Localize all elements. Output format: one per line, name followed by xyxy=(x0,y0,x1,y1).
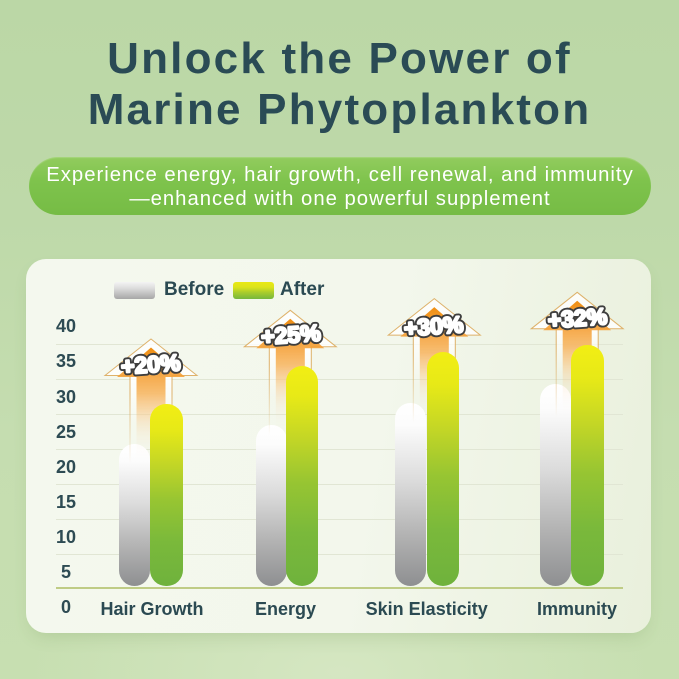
svg-text:+20%: +20% xyxy=(120,349,181,379)
svg-text:+30%: +30% xyxy=(403,311,464,341)
svg-text:+25%: +25% xyxy=(260,320,321,350)
svg-text:+32%: +32% xyxy=(547,303,608,333)
svg-text:+20%: +20% xyxy=(120,349,181,379)
svg-text:+30%: +30% xyxy=(403,311,464,341)
